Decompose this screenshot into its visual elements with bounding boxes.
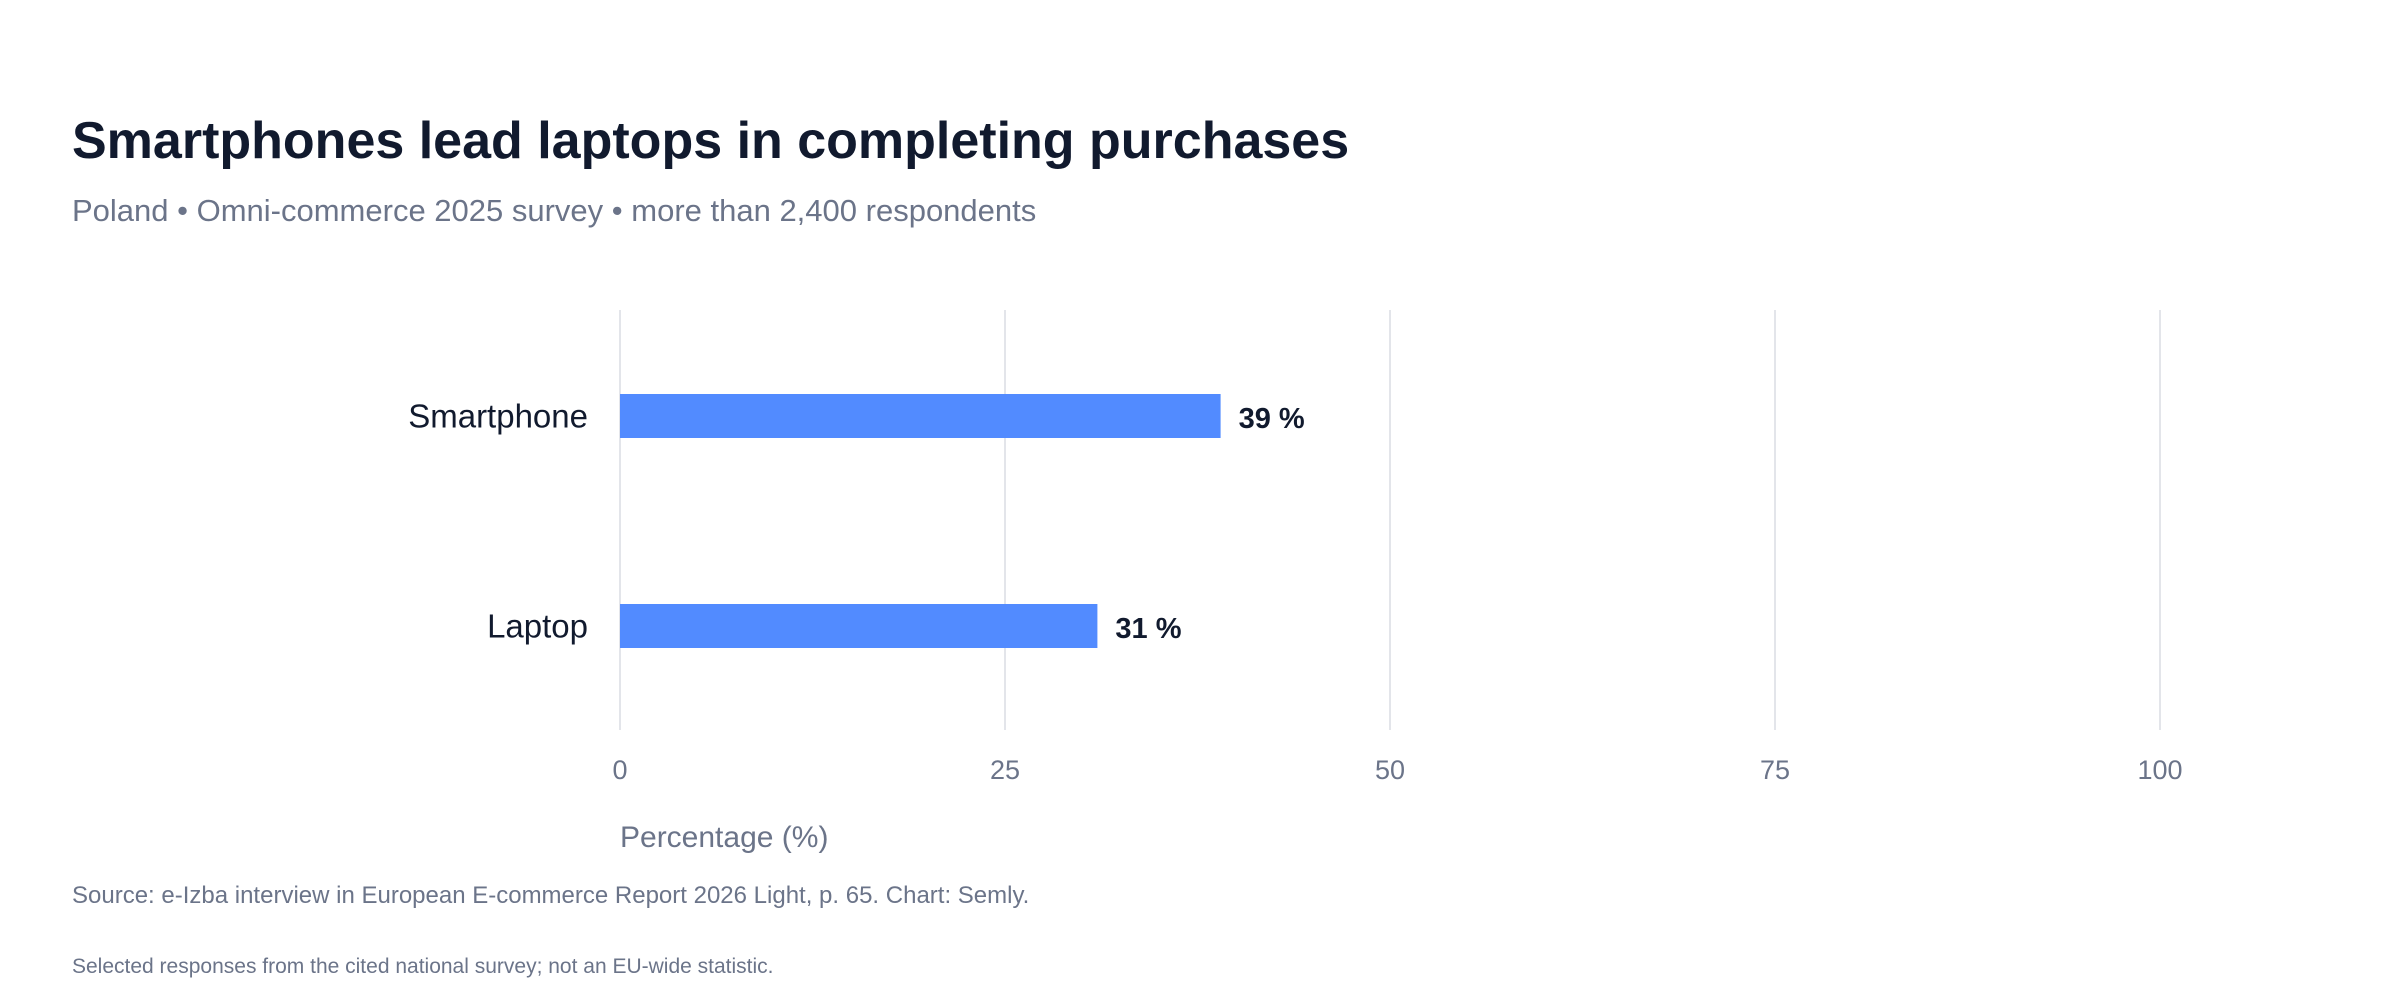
data-label: 39 % [1239, 403, 1305, 435]
x-tick-label: 75 [1760, 755, 1790, 785]
chart-title: Smartphones lead laptops in completing p… [72, 112, 1350, 170]
category-label: Smartphone [408, 398, 588, 435]
x-axis-title: Percentage (%) [620, 821, 828, 854]
disclaimer-note: Selected responses from the cited nation… [72, 955, 774, 978]
bar [620, 604, 1098, 648]
category-label: Laptop [487, 608, 588, 645]
data-label: 31 % [1115, 613, 1181, 645]
x-tick-label: 100 [2137, 755, 2182, 785]
chart-subtitle: Poland • Omni-commerce 2025 survey • mor… [72, 193, 1037, 228]
source-note: Source: e-Izba interview in European E-c… [72, 882, 1030, 909]
x-tick-label: 50 [1375, 755, 1405, 785]
bar-chart: 0 25 50 75 100 Smartphone 39 % Laptop 31 % Percen… [408, 310, 2183, 854]
x-tick-label: 0 [612, 755, 627, 785]
bar [620, 394, 1221, 438]
x-tick-label: 25 [990, 755, 1020, 785]
